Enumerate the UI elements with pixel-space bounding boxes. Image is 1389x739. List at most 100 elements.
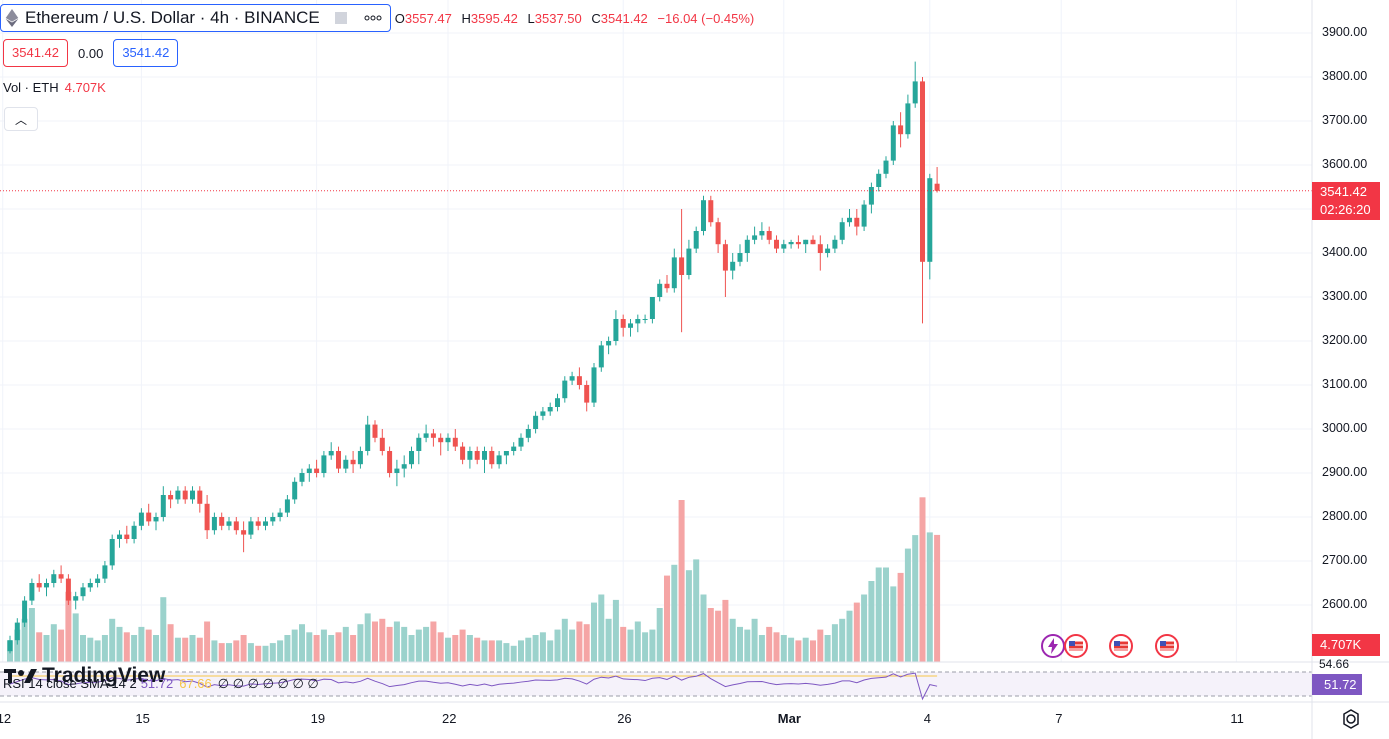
volume-bar <box>408 635 415 662</box>
volume-bar <box>182 637 189 662</box>
more-horizontal-icon[interactable] <box>362 8 384 28</box>
candle-body <box>766 231 772 240</box>
volume-bar <box>65 591 72 662</box>
chart-grid <box>0 0 1312 662</box>
volume-bar <box>612 599 619 662</box>
candle-body <box>65 578 71 601</box>
price-axis-label: 2900.00 <box>1322 465 1368 479</box>
ohlc-close: 3541.42 <box>600 10 648 26</box>
ohlc-low-label: L <box>527 10 535 26</box>
chevron-up-icon: ︿ <box>14 112 27 127</box>
volume-bar <box>853 602 860 662</box>
candle-body <box>87 583 93 588</box>
candle-body <box>839 222 845 240</box>
candle-body <box>460 446 466 460</box>
candle-body <box>854 217 860 227</box>
candle-body <box>613 319 619 341</box>
rsi-value: 51.72 <box>140 676 174 691</box>
candle-body <box>284 499 290 513</box>
candle-body <box>394 468 400 473</box>
us-event-flag-icon[interactable] <box>1154 633 1180 659</box>
us-event-flag-icon[interactable] <box>1108 633 1134 659</box>
volume-bar <box>503 643 510 662</box>
price-axis-label: 3800.00 <box>1322 69 1368 83</box>
settings-gear-icon[interactable] <box>1340 708 1362 730</box>
candle-body <box>445 437 451 443</box>
volume-bar <box>80 635 86 662</box>
volume-bar <box>518 640 524 662</box>
volume-bar <box>861 594 868 662</box>
candle-body <box>482 451 487 460</box>
collapse-legend-button[interactable]: ︿ <box>4 107 38 131</box>
volume-bar <box>255 645 262 662</box>
candle-body <box>219 517 225 526</box>
volume-bar <box>211 640 218 662</box>
candle-body <box>781 244 787 249</box>
candle-body <box>416 437 422 451</box>
volume-bar <box>94 640 101 662</box>
candle-body <box>847 217 852 223</box>
volume-bar <box>510 645 517 662</box>
candle-body <box>730 261 736 271</box>
volume-bar <box>926 532 933 662</box>
candle-body <box>328 451 334 456</box>
volume-bar <box>737 626 743 662</box>
volume-bar <box>802 637 809 662</box>
ohlc-high: 3595.42 <box>470 10 518 26</box>
volume-label: Vol · ETH <box>3 80 59 95</box>
us-event-flag-icon[interactable] <box>1063 633 1089 659</box>
candle-body <box>241 530 247 535</box>
toggle-square-icon[interactable] <box>330 8 352 28</box>
volume-bar <box>138 626 145 662</box>
candle-body <box>438 437 444 443</box>
time-axis-label: 15 <box>135 711 150 726</box>
volume-bar <box>204 621 211 662</box>
volume-bar <box>934 534 941 662</box>
volume-bar <box>685 570 692 662</box>
symbol-title[interactable]: Ethereum / U.S. Dollar · 4h · BINANCE <box>25 8 320 27</box>
candle-body <box>51 574 57 583</box>
buy-button[interactable]: 3541.42 <box>113 39 179 67</box>
volume-bar <box>14 629 21 662</box>
candle-body <box>547 407 553 412</box>
volume-bar <box>722 599 729 662</box>
ohlc-open: 3557.47 <box>404 10 452 26</box>
symbol-box[interactable]: Ethereum / U.S. Dollar · 4h · BINANCE <box>0 4 391 32</box>
volume-bar <box>875 567 882 662</box>
candle-body <box>409 451 414 465</box>
candle-body <box>686 248 692 275</box>
sell-button[interactable]: 3541.42 <box>3 39 68 67</box>
candle-body <box>693 231 699 249</box>
candle-body <box>584 385 590 403</box>
candle-body <box>825 248 831 253</box>
volume-bar <box>445 637 451 662</box>
candle-body <box>102 565 108 579</box>
candle-body <box>701 200 706 231</box>
candle-body <box>233 521 239 531</box>
price-axis-label: 3700.00 <box>1322 113 1368 127</box>
volume-bar <box>320 629 327 662</box>
candle-body <box>131 525 137 539</box>
candle-body <box>657 283 663 297</box>
volume-tag: 4.707K <box>1312 634 1380 656</box>
price-axis-label: 3300.00 <box>1322 289 1368 303</box>
tradingview-logo[interactable]: TradingView <box>4 664 165 688</box>
volume-bar <box>758 635 765 662</box>
rsi-legend[interactable]: RSI 14 close SMA 14 2 51.72 67.66 ∅ ∅ ∅ ∅ ∅… <box>3 676 319 692</box>
volume-bar <box>846 610 853 662</box>
volume-bar <box>87 637 94 662</box>
volume-bar <box>342 626 349 662</box>
candle-body <box>211 517 217 531</box>
candle-body <box>876 173 882 187</box>
volume-bar <box>693 559 700 662</box>
candle-body <box>503 451 509 456</box>
volume-bar <box>116 626 123 662</box>
volume-bar <box>160 597 167 662</box>
volume-bar <box>642 632 649 662</box>
price-axis-label: 2700.00 <box>1322 553 1368 567</box>
price-axis-label: 3400.00 <box>1322 245 1368 259</box>
ohlc-values: O3557.47 H3595.42 L3537.50 C3541.42 −16.… <box>395 11 755 26</box>
volume-legend[interactable]: Vol · ETH 4.707K <box>3 80 106 95</box>
volume-bar <box>21 618 28 662</box>
